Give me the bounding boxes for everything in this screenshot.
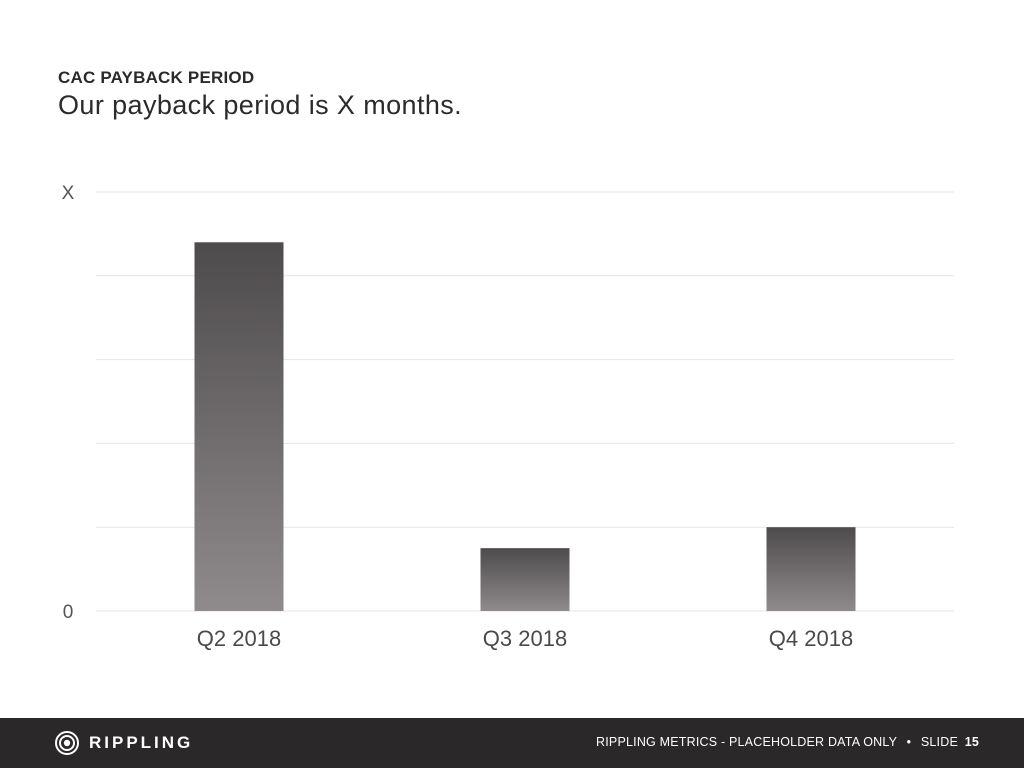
rippling-logo-icon bbox=[55, 731, 79, 755]
footer-separator: • bbox=[906, 735, 912, 749]
rippling-logo: RIPPLING bbox=[55, 730, 193, 756]
bar-q4-2018 bbox=[766, 527, 856, 611]
slide-label: CAC PAYBACK PERIOD bbox=[58, 68, 255, 87]
slide-title: Our payback period is X months. bbox=[58, 90, 463, 120]
brand-name: RIPPLING bbox=[89, 733, 194, 752]
footer-disclaimer: RIPPLING METRICS - PLACEHOLDER DATA ONLY bbox=[596, 735, 897, 749]
footer-caption: RIPPLING METRICS - PLACEHOLDER DATA ONLY… bbox=[596, 735, 979, 749]
y-tick-label: 0 bbox=[63, 602, 74, 623]
x-tick-label: Q3 2018 bbox=[483, 626, 567, 651]
bar-q2-2018 bbox=[194, 242, 284, 611]
footer-slide-label: SLIDE bbox=[920, 735, 958, 749]
footer: RIPPLING RIPPLING METRICS - PLACEHOLDER … bbox=[0, 718, 1024, 768]
x-tick-label: Q2 2018 bbox=[197, 626, 281, 651]
bar-q3-2018 bbox=[480, 548, 570, 611]
y-tick-label: X bbox=[62, 183, 75, 204]
x-tick-label: Q4 2018 bbox=[769, 626, 853, 651]
slide-number: 15 bbox=[964, 735, 979, 749]
bar-chart: 0 X Q2 2018 Q3 2018 Q4 2018 bbox=[62, 183, 954, 651]
